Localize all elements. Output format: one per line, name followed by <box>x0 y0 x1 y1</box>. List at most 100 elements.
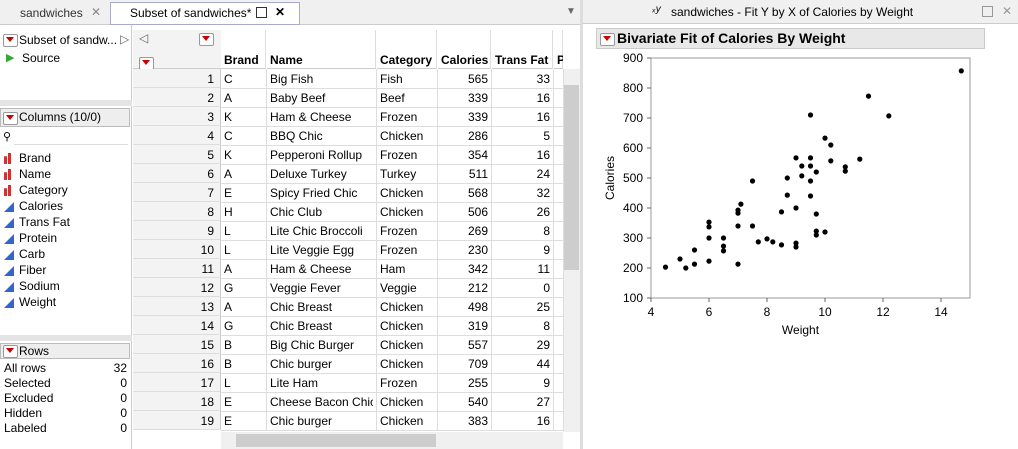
cell[interactable]: 16 <box>536 414 550 428</box>
cell[interactable]: 5 <box>543 129 550 143</box>
cell[interactable]: 339 <box>467 91 488 105</box>
cell[interactable]: 557 <box>467 338 488 352</box>
dropdown-icon[interactable] <box>3 34 18 47</box>
cell[interactable]: G <box>224 281 234 295</box>
cell[interactable]: L <box>224 376 231 390</box>
dropdown-icon[interactable] <box>199 33 214 46</box>
row-number[interactable]: 2 <box>207 91 214 105</box>
row-number[interactable]: 18 <box>200 395 214 409</box>
column-name[interactable]: Category <box>19 183 68 197</box>
cell[interactable]: E <box>224 186 233 200</box>
column-name[interactable]: Protein <box>19 231 58 245</box>
cell[interactable]: Lite Veggie Egg <box>270 243 355 257</box>
cell[interactable]: 255 <box>467 376 488 390</box>
cell[interactable]: 33 <box>536 72 550 86</box>
row-number[interactable]: 17 <box>200 376 214 390</box>
cell[interactable]: 11 <box>537 262 550 276</box>
tab-close[interactable]: ✕ <box>91 5 102 19</box>
row-number[interactable]: 11 <box>201 262 214 276</box>
row-number[interactable]: 9 <box>207 224 214 238</box>
tab-label[interactable]: sandwiches <box>20 6 83 20</box>
cell[interactable]: 9 <box>543 243 550 257</box>
cell[interactable]: A <box>224 91 233 105</box>
cell[interactable]: 24 <box>536 167 550 181</box>
row-number[interactable]: 7 <box>207 186 214 200</box>
cell[interactable]: Veggie <box>380 281 417 295</box>
row-number[interactable]: 4 <box>207 129 214 143</box>
dropdown-icon[interactable] <box>3 112 18 125</box>
column-name[interactable]: Carb <box>19 247 46 261</box>
restore-icon[interactable] <box>256 7 267 18</box>
cell[interactable]: E <box>224 395 233 409</box>
cell[interactable]: 9 <box>543 376 550 390</box>
window-icon[interactable]: ₓy <box>652 4 661 15</box>
cell[interactable]: 0 <box>543 281 550 295</box>
row-number[interactable]: 10 <box>200 243 214 257</box>
column-header-label[interactable]: Brand <box>224 53 259 67</box>
cell[interactable]: Spicy Fried Chic <box>270 186 358 200</box>
cell[interactable]: 354 <box>467 148 488 162</box>
cell[interactable]: Frozen <box>380 243 418 257</box>
cell[interactable]: Chicken <box>380 414 424 428</box>
row-number[interactable]: 1 <box>207 72 214 86</box>
row-number[interactable]: 14 <box>200 319 214 333</box>
cell[interactable]: 8 <box>543 319 550 333</box>
cell[interactable]: 383 <box>467 414 488 428</box>
cell[interactable]: 212 <box>467 281 488 295</box>
cell[interactable]: Pepperoni Rollup <box>270 148 363 162</box>
close-icon[interactable]: ✕ <box>1002 4 1013 18</box>
cell[interactable]: Chicken <box>380 395 424 409</box>
cell[interactable]: BBQ Chic <box>270 129 323 143</box>
cell[interactable]: Chic Club <box>270 205 323 219</box>
column-header-label[interactable]: P <box>557 53 563 67</box>
cell[interactable]: 540 <box>467 395 488 409</box>
cell[interactable]: Beef <box>380 91 405 105</box>
active-tab[interactable] <box>110 2 300 25</box>
row-number[interactable]: 12 <box>200 281 214 295</box>
row-number[interactable]: 16 <box>200 357 214 371</box>
cell[interactable]: 32 <box>536 186 550 200</box>
column-name[interactable]: Calories <box>19 199 64 213</box>
cell[interactable]: Chic burger <box>270 357 333 371</box>
column-name[interactable]: Name <box>19 167 52 181</box>
cell[interactable]: L <box>224 243 231 257</box>
cell[interactable]: Chic Breast <box>270 319 333 333</box>
cell[interactable]: Baby Beef <box>270 91 326 105</box>
cell[interactable]: 29 <box>536 338 550 352</box>
tab-close[interactable]: ✕ <box>275 5 286 19</box>
cell[interactable]: Chicken <box>380 357 424 371</box>
column-name[interactable]: Fiber <box>19 263 47 277</box>
column-header-label[interactable]: Name <box>270 53 303 67</box>
cell[interactable]: H <box>224 205 233 219</box>
dropdown-icon[interactable] <box>3 345 18 358</box>
cell[interactable]: 27 <box>536 395 550 409</box>
cell[interactable]: 511 <box>468 167 488 181</box>
column-header-label[interactable]: Calories <box>441 53 489 67</box>
cell[interactable]: Ham <box>380 262 406 276</box>
search-icon[interactable]: ⚲ <box>3 131 12 143</box>
cell[interactable]: Chic burger <box>270 414 333 428</box>
cell[interactable]: B <box>224 357 233 371</box>
expand-icon[interactable]: ▷ <box>120 32 130 46</box>
search-box[interactable] <box>14 129 128 145</box>
cell[interactable]: Lite Ham <box>270 376 319 390</box>
restore-icon[interactable] <box>982 6 993 17</box>
tab-menu[interactable]: ▼ <box>566 6 576 17</box>
cell[interactable]: 16 <box>536 110 550 124</box>
cell[interactable]: A <box>224 167 233 181</box>
cell[interactable]: Chicken <box>380 129 424 143</box>
cell[interactable]: L <box>224 224 231 238</box>
nav-icon[interactable]: ◁ <box>139 31 149 45</box>
cell[interactable]: C <box>224 72 233 86</box>
row-number[interactable]: 19 <box>200 414 214 428</box>
cell[interactable]: 565 <box>467 72 488 86</box>
dropdown-icon[interactable] <box>600 33 615 46</box>
cell[interactable]: K <box>224 110 233 124</box>
cell[interactable]: Big Fish <box>270 72 314 86</box>
cell[interactable]: Deluxe Turkey <box>270 167 347 181</box>
cell[interactable]: 506 <box>467 205 488 219</box>
column-name[interactable]: Sodium <box>19 279 60 293</box>
cell[interactable]: 568 <box>467 186 488 200</box>
cell[interactable]: K <box>224 148 233 162</box>
cell[interactable]: Lite Chic Broccoli <box>270 224 363 238</box>
